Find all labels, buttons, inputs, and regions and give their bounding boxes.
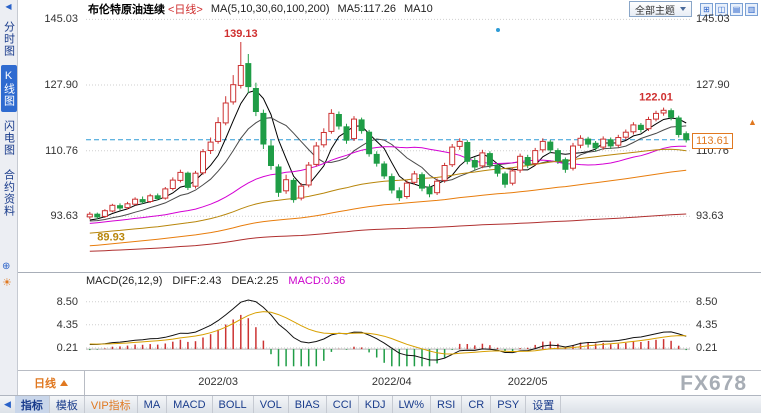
price-tick-right: 145.03 xyxy=(696,13,730,26)
triangle-up-icon xyxy=(60,380,68,386)
panel-separator[interactable] xyxy=(18,272,761,273)
panel-toggle-icon[interactable]: ⊕ xyxy=(2,261,11,272)
macd-histogram xyxy=(89,314,687,367)
price-tick-left: 93.63 xyxy=(50,210,78,223)
layout-button-2[interactable]: ◫ xyxy=(715,2,728,16)
toolbar-tab-bias[interactable]: BIAS xyxy=(289,396,327,413)
toolbar-tabs: 指标 模板 VIP指标 MA MACD BOLL VOL BIAS CCI KDJ LW% RSI CR… xyxy=(14,396,562,413)
toolbar-tab-vol[interactable]: VOL xyxy=(254,396,289,413)
theme-dropdown-label: 全部主题 xyxy=(635,5,675,17)
macd-axis-left: 8.50 4.35 0.21 xyxy=(18,290,82,368)
chart-header: 布伦特原油连续 <日线> MA(5,10,30,60,100,200) MA5:… xyxy=(18,0,761,18)
theme-dropdown[interactable]: 全部主题 xyxy=(629,1,692,17)
toolbar-tab-indicator[interactable]: 指标 xyxy=(14,396,50,413)
toolbar-tab-rsi[interactable]: RSI xyxy=(431,396,463,413)
x-axis-labels: 2022/03 2022/04 2022/05 xyxy=(18,371,761,395)
macd-tick-left: 8.50 xyxy=(56,295,78,308)
price-tick-left: 127.90 xyxy=(44,79,78,92)
grid-lines xyxy=(86,18,690,217)
toolbar-tab-psy[interactable]: PSY xyxy=(491,396,527,413)
macd-header: MACD(26,12,9) DIFF:2.43 DEA:2.25 MACD:0.… xyxy=(86,274,345,288)
svg-text:139.13: 139.13 xyxy=(224,28,258,40)
price-tick-left: 110.76 xyxy=(45,144,78,157)
sidebar-tabs: 分时图 K线图闪电图合约资料 xyxy=(0,16,17,222)
symbol-name: 布伦特原油连续 xyxy=(88,4,165,16)
macd-tick-right: 4.35 xyxy=(696,318,718,331)
candles xyxy=(86,42,690,220)
price-tick-right: 93.63 xyxy=(696,210,724,223)
layout-button-1[interactable]: ⊞ xyxy=(700,2,713,16)
toolbar-tab-ma[interactable]: MA xyxy=(138,396,168,413)
toolbar-tab-boll[interactable]: BOLL xyxy=(213,396,254,413)
sun-icon[interactable]: ☀ xyxy=(2,277,12,289)
toolbar-arrow-icon[interactable]: ◀ xyxy=(4,399,11,409)
period-selector[interactable]: 日线 xyxy=(18,371,85,395)
macd-tick-right: 0.21 xyxy=(696,341,718,354)
toolbar-tab-kdj[interactable]: KDJ xyxy=(359,396,393,413)
x-axis-label: 2022/03 xyxy=(198,376,238,388)
macd-lines xyxy=(89,299,687,361)
ma-lines xyxy=(89,89,687,252)
layout-button-4[interactable]: ▥ xyxy=(745,2,758,16)
indicator-toolbar: ◀ 指标 模板 VIP指标 MA MACD BOLL VOL BIAS CCI KDJ LW% RSI… xyxy=(0,395,761,413)
toolbar-tab-settings[interactable]: 设置 xyxy=(526,396,562,413)
left-sidebar: ◀ 分时图 K线图闪电图合约资料 ⊕ ☀ xyxy=(0,0,18,413)
macd-bar-value: MACD:0.36 xyxy=(288,275,346,287)
price-annotations: 139.13 122.01 89.93 xyxy=(97,28,673,244)
period-tag[interactable]: <日线> xyxy=(168,4,203,16)
sidebar-tab-time-chart[interactable]: 分时图 xyxy=(2,21,15,57)
last-price-badge: 113.61 xyxy=(692,132,733,149)
toolbar-tab-lwr[interactable]: LW% xyxy=(393,396,431,413)
collapse-sidebar-button[interactable]: ◀ xyxy=(5,2,12,11)
watermark: FX678 xyxy=(680,372,747,395)
triangle-up-icon[interactable]: ▲ xyxy=(748,116,757,127)
macd-tick-left: 0.21 xyxy=(56,341,78,354)
macd-axis-right: 8.50 4.35 0.21 xyxy=(694,290,758,368)
period-selector-label: 日线 xyxy=(34,378,56,390)
macd-params: MACD(26,12,9) xyxy=(86,275,163,287)
macd-tick-left: 4.35 xyxy=(56,318,78,331)
sidebar-tab-lightning-chart[interactable]: 闪电图 xyxy=(2,120,15,156)
sidebar-tab-contract-info[interactable]: 合约资料 xyxy=(2,169,15,217)
layout-buttons-group: ⊞ ◫ ▤ ▥ xyxy=(700,2,758,16)
macd-diff-value: DIFF:2.43 xyxy=(172,275,222,287)
macd-chart-canvas[interactable] xyxy=(86,290,690,368)
sidebar-tab-kline-chart[interactable]: K线图 xyxy=(0,65,17,112)
svg-text:89.93: 89.93 xyxy=(97,232,125,244)
macd-dea-value: DEA:2.25 xyxy=(231,275,279,287)
marker-dot xyxy=(496,28,500,32)
layout-button-3[interactable]: ▤ xyxy=(730,2,743,16)
price-axis-left: 145.03 127.90 110.76 93.63 xyxy=(18,13,82,272)
chevron-down-icon xyxy=(680,7,686,11)
ma5-value: MA5:117.26 xyxy=(337,3,397,15)
price-tick-left: 145.03 xyxy=(44,13,78,26)
x-axis-label: 2022/04 xyxy=(371,376,412,388)
chart-footer: 日线 2022/03 2022/04 2022/05 FX678 xyxy=(18,370,761,395)
toolbar-tab-cci[interactable]: CCI xyxy=(327,396,359,413)
ma10-label: MA10 xyxy=(404,3,433,15)
toolbar-tab-vip-indicator[interactable]: VIP指标 xyxy=(85,396,138,413)
price-tick-right: 127.90 xyxy=(696,79,730,92)
toolbar-tab-macd[interactable]: MACD xyxy=(167,396,213,413)
main-chart-canvas[interactable]: 139.13 122.01 89.93 xyxy=(86,18,690,272)
toolbar-tab-cr[interactable]: CR xyxy=(462,396,492,413)
svg-text:122.01: 122.01 xyxy=(639,92,673,104)
macd-tick-right: 8.50 xyxy=(696,295,718,308)
toolbar-tab-template[interactable]: 模板 xyxy=(50,396,85,413)
ma-settings-label: MA(5,10,30,60,100,200) xyxy=(210,3,330,15)
x-axis-label: 2022/05 xyxy=(507,376,548,388)
